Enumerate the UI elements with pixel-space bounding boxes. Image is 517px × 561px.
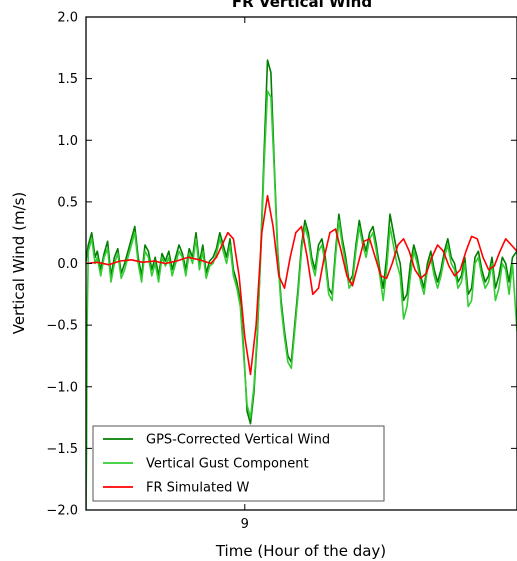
series-line-1 bbox=[86, 59, 517, 425]
ticks-layer: 2.0 1.5 1.0 0.5 0.0 −0.5 −1.0 −1.5 −2.0 9 bbox=[46, 11, 517, 532]
legend-label-2: Vertical Gust Component bbox=[146, 457, 309, 472]
x-tick-label: 9 bbox=[241, 517, 249, 532]
legend-label-3: FR Simulated W bbox=[146, 481, 249, 496]
y-tick-label: −0.5 bbox=[46, 319, 78, 334]
y-tick-label: −1.5 bbox=[46, 442, 78, 457]
y-tick-label: 0.0 bbox=[57, 257, 78, 272]
series-line-3 bbox=[86, 194, 517, 376]
y-tick-label: 1.5 bbox=[57, 72, 78, 87]
series-layer bbox=[86, 59, 517, 510]
y-tick-label: 2.0 bbox=[57, 11, 78, 26]
y-tick-label: −2.0 bbox=[46, 504, 78, 519]
legend-label-1: GPS-Corrected Vertical Wind bbox=[146, 433, 330, 448]
chart-title: FR Vertical Wind bbox=[232, 0, 372, 11]
legend-box bbox=[92, 425, 385, 502]
y-tick-label: 1.0 bbox=[57, 134, 78, 149]
series-line-2 bbox=[86, 90, 517, 510]
y-axis-label: Vertical Wind (m/s) bbox=[10, 192, 28, 335]
legend: GPS-Corrected Vertical Wind Vertical Gust… bbox=[92, 425, 385, 502]
y-tick-label: −1.0 bbox=[46, 380, 78, 395]
x-axis-label: Time (Hour of the day) bbox=[215, 542, 386, 560]
y-tick-label: 0.5 bbox=[57, 195, 78, 210]
